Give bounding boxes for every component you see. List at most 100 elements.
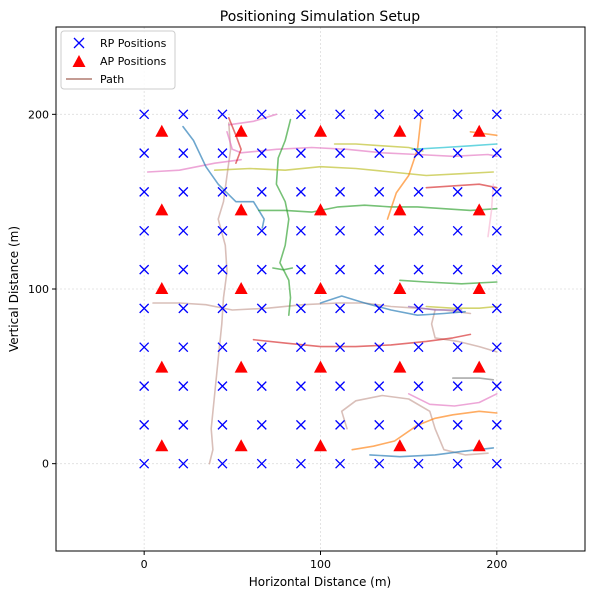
rp-marker xyxy=(452,109,463,120)
rp-marker xyxy=(374,186,385,197)
rp-marker xyxy=(256,419,267,430)
ap-marker xyxy=(234,282,248,294)
ap-marker xyxy=(472,282,486,294)
path-line xyxy=(226,131,498,158)
rp-marker xyxy=(452,419,463,430)
legend-path-label: Path xyxy=(100,73,124,86)
rp-marker xyxy=(295,342,306,353)
ap-marker xyxy=(472,203,486,216)
rp-marker xyxy=(178,109,189,120)
y-tick-label: 0 xyxy=(42,458,49,471)
ap-marker xyxy=(393,360,407,373)
rp-marker xyxy=(374,458,385,469)
rp-marker xyxy=(491,381,502,392)
rp-marker xyxy=(295,303,306,314)
rp-marker xyxy=(335,264,346,275)
rp-marker xyxy=(491,303,502,314)
legend-item-rp: RP Positions xyxy=(73,37,167,50)
rp-marker xyxy=(178,458,189,469)
rp-marker xyxy=(178,419,189,430)
rp-marker xyxy=(295,264,306,275)
path-line xyxy=(452,377,495,381)
legend-box xyxy=(60,30,176,90)
ap-marker xyxy=(472,439,486,452)
rp-marker xyxy=(335,225,346,236)
path-line xyxy=(258,204,498,213)
rp-marker xyxy=(452,264,463,275)
legend-rp-marker xyxy=(73,37,85,49)
rp-marker xyxy=(452,148,463,159)
rp-marker xyxy=(139,264,150,275)
x-tick-label: 0 xyxy=(141,558,148,571)
rp-marker xyxy=(452,381,463,392)
rp-marker xyxy=(217,303,228,314)
rp-marker xyxy=(374,381,385,392)
rp-marker xyxy=(178,342,189,353)
rp-marker xyxy=(413,148,424,159)
chart-title: Positioning Simulation Setup xyxy=(220,9,420,25)
ap-marker xyxy=(155,439,169,452)
ap-marker xyxy=(472,124,486,137)
rp-marker xyxy=(452,342,463,353)
rp-marker xyxy=(178,148,189,159)
rp-marker xyxy=(335,148,346,159)
ap-marker xyxy=(314,124,327,137)
x-axis-title: Horizontal Distance (m) xyxy=(249,575,391,589)
ap-marker xyxy=(155,282,169,294)
ap-marker xyxy=(314,360,327,373)
ap-marker xyxy=(234,203,248,216)
rp-marker xyxy=(413,186,424,197)
legend-ap-label: AP Positions xyxy=(100,55,166,68)
rp-marker xyxy=(452,458,463,469)
path-line xyxy=(213,165,495,177)
path-line xyxy=(411,143,498,151)
ap-marker xyxy=(155,203,169,216)
x-tick-label: 200 xyxy=(486,558,507,571)
rp-marker xyxy=(491,225,502,236)
path-line xyxy=(430,309,498,353)
y-axis-title: Vertical Distance (m) xyxy=(7,226,21,352)
rp-marker xyxy=(256,381,267,392)
rp-marker xyxy=(139,342,150,353)
path-line xyxy=(399,279,498,285)
rp-marker xyxy=(335,458,346,469)
rp-marker xyxy=(374,148,385,159)
rp-marker xyxy=(374,342,385,353)
rp-marker xyxy=(413,225,424,236)
path-line xyxy=(272,267,294,271)
ap-marker xyxy=(234,439,248,452)
path-line xyxy=(487,183,495,238)
rp-marker xyxy=(413,458,424,469)
path-line xyxy=(275,118,292,316)
rp-marker xyxy=(452,186,463,197)
rp-marker xyxy=(491,264,502,275)
axis-ticks: 0 100 200 0 100 200 xyxy=(28,108,507,571)
rp-marker xyxy=(335,419,346,430)
ap-marker xyxy=(234,360,248,373)
path-line xyxy=(208,122,232,465)
rp-marker xyxy=(295,186,306,197)
rp-marker xyxy=(295,225,306,236)
legend-item-ap: AP Positions xyxy=(72,55,166,68)
rp-marker xyxy=(491,186,502,197)
rp-marker xyxy=(178,381,189,392)
rp-marker xyxy=(256,186,267,197)
rp-marker xyxy=(491,148,502,159)
path-line xyxy=(369,447,495,458)
path-series xyxy=(146,113,498,465)
x-tick-label: 100 xyxy=(310,558,331,571)
rp-marker xyxy=(452,303,463,314)
path-line xyxy=(228,117,242,164)
rp-marker xyxy=(374,225,385,236)
rp-marker xyxy=(139,186,150,197)
rp-marker xyxy=(217,109,228,120)
y-tick-label: 200 xyxy=(28,108,49,121)
rp-marker xyxy=(295,148,306,159)
rp-marker xyxy=(139,419,150,430)
rp-marker xyxy=(256,458,267,469)
rp-marker xyxy=(413,109,424,120)
rp-marker xyxy=(139,225,150,236)
rp-marker xyxy=(413,419,424,430)
rp-marker xyxy=(413,303,424,314)
